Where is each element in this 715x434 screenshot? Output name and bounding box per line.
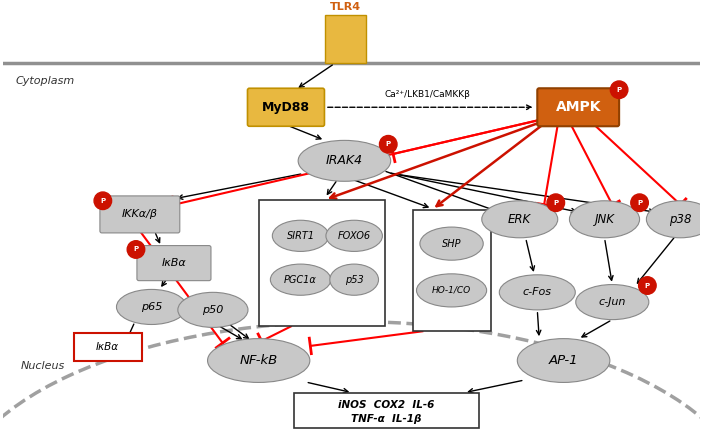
Ellipse shape [270,264,331,295]
Ellipse shape [117,289,187,325]
Text: IκBα: IκBα [96,342,119,352]
Text: p53: p53 [345,275,363,285]
Text: p38: p38 [669,213,691,226]
Text: PGC1α: PGC1α [284,275,317,285]
Ellipse shape [178,293,248,327]
Ellipse shape [576,285,649,319]
Circle shape [631,194,649,211]
Text: p50: p50 [202,305,224,315]
FancyBboxPatch shape [247,88,325,126]
FancyBboxPatch shape [100,196,179,233]
Circle shape [127,241,144,258]
Ellipse shape [272,220,329,251]
Ellipse shape [499,275,576,310]
Circle shape [638,277,656,294]
Text: P: P [645,283,650,289]
Text: P: P [637,200,642,206]
FancyBboxPatch shape [325,15,366,63]
Text: P: P [553,200,558,206]
Text: P: P [385,141,391,147]
Text: IKKα/β: IKKα/β [122,210,158,220]
FancyBboxPatch shape [537,88,619,126]
FancyBboxPatch shape [259,200,385,326]
Text: SHP: SHP [442,239,461,249]
Ellipse shape [298,140,390,181]
Ellipse shape [326,220,383,251]
Text: MyD88: MyD88 [262,101,310,114]
FancyBboxPatch shape [413,210,490,331]
Circle shape [705,194,715,211]
Text: iNOS  COX2  IL-6: iNOS COX2 IL-6 [338,400,435,410]
Text: TLR4: TLR4 [330,2,361,12]
Ellipse shape [330,264,378,295]
Text: c-Fos: c-Fos [523,287,552,297]
Circle shape [547,194,565,211]
Ellipse shape [482,201,558,238]
Text: P: P [134,247,139,253]
Text: Nucleus: Nucleus [21,361,65,371]
Circle shape [94,192,112,210]
Text: P: P [616,87,621,93]
Ellipse shape [646,201,714,238]
Ellipse shape [207,339,310,382]
Text: HO-1/CO: HO-1/CO [432,286,471,295]
Text: TNF-α  IL-1β: TNF-α IL-1β [351,414,421,424]
Text: ERK: ERK [508,213,531,226]
Text: AP-1: AP-1 [549,354,578,367]
Text: IRAK4: IRAK4 [326,155,363,168]
Ellipse shape [417,274,487,307]
Text: P: P [711,200,715,206]
FancyBboxPatch shape [137,246,211,281]
Circle shape [611,81,628,99]
Text: Cytoplasm: Cytoplasm [15,76,74,86]
Circle shape [380,135,397,153]
Ellipse shape [420,227,483,260]
Text: AMPK: AMPK [556,100,601,114]
Text: c-Jun: c-Jun [598,297,626,307]
Text: p65: p65 [141,302,162,312]
FancyBboxPatch shape [74,333,142,361]
Ellipse shape [569,201,640,238]
Text: P: P [100,198,105,204]
Text: FOXO6: FOXO6 [337,231,370,241]
Text: IκBα: IκBα [162,258,187,268]
Text: Ca²⁺/LKB1/CaMKKβ: Ca²⁺/LKB1/CaMKKβ [384,90,470,99]
Ellipse shape [518,339,610,382]
FancyBboxPatch shape [294,393,479,428]
Text: JNK: JNK [594,213,614,226]
Text: SIRT1: SIRT1 [287,231,315,241]
Text: NF-kB: NF-kB [240,354,278,367]
